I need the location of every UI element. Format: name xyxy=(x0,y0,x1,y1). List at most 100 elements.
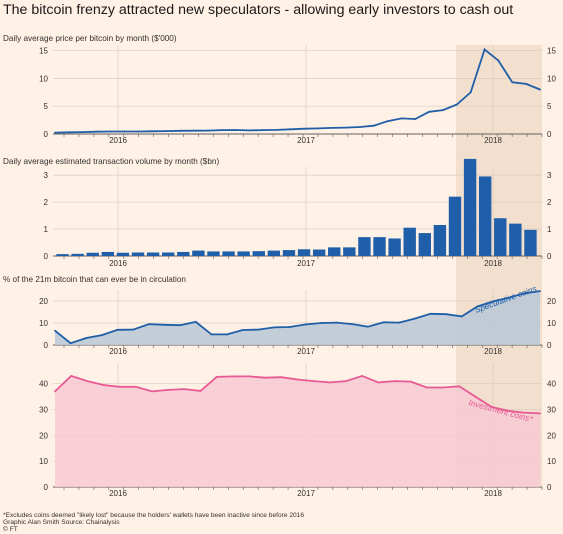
panel3-point-8 xyxy=(179,324,182,327)
panel4-point-16 xyxy=(312,380,315,382)
panel4-point-20 xyxy=(377,381,380,384)
panel4-ytick-right-1: 10 xyxy=(547,457,556,466)
panel1-ytick-left-2: 10 xyxy=(39,74,48,83)
panel3-point-7 xyxy=(163,323,166,326)
panel1-point-16 xyxy=(275,128,278,131)
panel4-point-13 xyxy=(264,376,267,379)
panel1-ytick-left-3: 15 xyxy=(39,47,48,56)
panel4-point-19 xyxy=(361,375,364,377)
footnote: *Excludes coins deemed "likely lost" bec… xyxy=(3,512,305,519)
panel2-bar-2 xyxy=(86,252,99,256)
panel3-point-21 xyxy=(382,321,385,324)
panel2-bar-26 xyxy=(448,196,462,256)
panel2-ytick-right-0: 0 xyxy=(547,252,552,261)
panel3-point-25 xyxy=(445,313,448,316)
panel2-bar-10 xyxy=(207,251,220,256)
panel3-point-13 xyxy=(257,328,260,331)
panel4-point-8 xyxy=(183,388,186,390)
panel1-point-26 xyxy=(414,118,417,120)
panel1-point-33 xyxy=(511,81,514,84)
panel1-point-32 xyxy=(497,59,500,62)
panel3-point-16 xyxy=(304,323,307,326)
panel2-bar-25 xyxy=(433,224,447,256)
panel3-point-26 xyxy=(460,315,463,318)
panel3-point-0 xyxy=(54,329,56,332)
panel2-bar-20 xyxy=(358,237,371,256)
panel1-point-30 xyxy=(469,91,472,94)
panel3-ytick-left-0: 0 xyxy=(44,341,49,350)
panel2-bar-31 xyxy=(524,229,537,256)
panel4-point-18 xyxy=(345,380,347,382)
panel4-point-9 xyxy=(199,390,202,392)
panel2-bar-17 xyxy=(312,249,326,256)
panel2-bar-14 xyxy=(267,250,281,256)
panel4-point-5 xyxy=(134,385,137,388)
panel1-point-13 xyxy=(234,129,237,131)
panel4-ytick-left-0: 0 xyxy=(44,483,49,492)
panel4-point-23 xyxy=(425,386,428,389)
panel4-ytick-right-0: 0 xyxy=(547,483,552,492)
panel3-area-fill xyxy=(55,291,540,345)
panel3-point-15 xyxy=(288,326,291,328)
panel1-ytick-right-3: 15 xyxy=(547,47,556,56)
panel3-point-9 xyxy=(194,321,197,323)
panel3-xlabel-1: 2017 xyxy=(297,347,315,356)
panel1-point-31 xyxy=(483,48,486,51)
panel4-point-17 xyxy=(328,381,331,384)
panel2-bar-18 xyxy=(328,247,341,256)
panel1-ytick-right-0: 0 xyxy=(547,130,552,139)
panel3-point-22 xyxy=(398,321,401,324)
panel2-ytick-left-3: 3 xyxy=(44,171,49,180)
panel1-title: Daily average price per bitcoin by month… xyxy=(3,34,177,43)
panel1-point-8 xyxy=(164,130,167,133)
panel3-area-line xyxy=(54,290,541,345)
panel2-xlabel-0: 2016 xyxy=(109,259,127,268)
panel2-bar-3 xyxy=(101,251,115,256)
panel3-point-11 xyxy=(226,333,228,336)
panel3-ytick-right-0: 0 xyxy=(547,341,552,350)
panel1-point-35 xyxy=(539,88,541,91)
panel4-point-6 xyxy=(151,390,153,393)
panel2-bar-7 xyxy=(162,252,175,256)
panel1-point-6 xyxy=(137,130,140,133)
panel1-point-17 xyxy=(289,128,292,131)
panel1-xlabel-2: 2018 xyxy=(484,136,502,145)
panel2-bar-15 xyxy=(282,250,296,256)
panel2-ytick-left-2: 2 xyxy=(44,198,49,207)
panel1-point-5 xyxy=(123,130,126,133)
panel2-bar-29 xyxy=(494,218,507,256)
panel3-xlabel-0: 2016 xyxy=(109,347,127,356)
panel1-point-34 xyxy=(525,83,528,85)
panel3-ytick-left-1: 10 xyxy=(39,319,48,328)
chart-title: The bitcoin frenzy attracted new specula… xyxy=(3,2,514,18)
panel4-xlabel-0: 2016 xyxy=(109,489,127,498)
panel2-bar-13 xyxy=(252,251,265,256)
panel3-point-2 xyxy=(85,337,88,339)
panel4-xlabel-1: 2017 xyxy=(297,489,315,498)
panel4-point-30 xyxy=(539,412,541,415)
panel3-point-28 xyxy=(492,300,494,303)
panel2-bar-23 xyxy=(403,227,416,256)
panel4-point-24 xyxy=(442,386,444,389)
panel1-ytick-right-1: 5 xyxy=(547,102,552,111)
panel3-point-1 xyxy=(69,342,72,345)
panel2-bar-24 xyxy=(418,233,431,256)
panel2-xlabel-2: 2018 xyxy=(484,259,502,268)
panel3-point-14 xyxy=(273,326,275,329)
panel3-point-27 xyxy=(476,305,479,308)
panel1-point-14 xyxy=(248,129,250,132)
panel2-bar-12 xyxy=(237,251,250,256)
panel1-point-25 xyxy=(400,117,403,120)
panel2-bar-6 xyxy=(146,252,160,256)
panel1-point-19 xyxy=(317,127,320,130)
panel2-bar-16 xyxy=(297,249,311,256)
panel2-bar-22 xyxy=(388,238,401,256)
panel2-bar-4 xyxy=(116,252,130,256)
panel3-point-20 xyxy=(367,325,369,328)
panel2-bar-5 xyxy=(131,252,145,256)
panel4-point-14 xyxy=(280,376,283,379)
panel3-point-31 xyxy=(539,290,541,292)
panel4-ytick-right-3: 30 xyxy=(547,406,556,415)
panel3-point-3 xyxy=(101,334,103,336)
